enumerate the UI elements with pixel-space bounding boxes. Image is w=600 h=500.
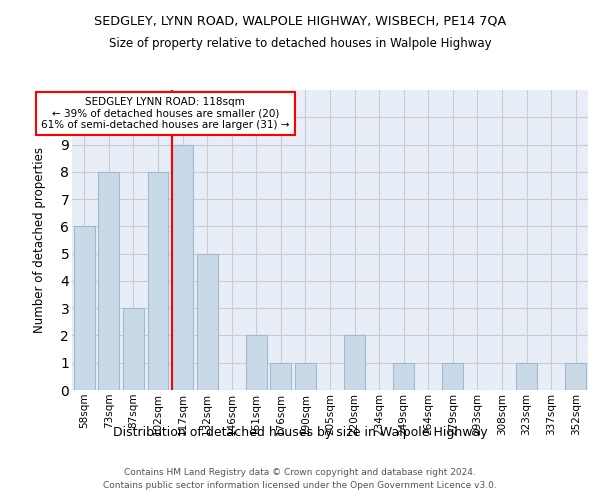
Bar bbox=[123, 308, 144, 390]
Bar bbox=[565, 362, 586, 390]
Y-axis label: Number of detached properties: Number of detached properties bbox=[33, 147, 46, 333]
Bar bbox=[197, 254, 218, 390]
Text: Distribution of detached houses by size in Walpole Highway: Distribution of detached houses by size … bbox=[113, 426, 487, 439]
Text: SEDGLEY, LYNN ROAD, WALPOLE HIGHWAY, WISBECH, PE14 7QA: SEDGLEY, LYNN ROAD, WALPOLE HIGHWAY, WIS… bbox=[94, 15, 506, 28]
Bar bbox=[98, 172, 119, 390]
Text: Size of property relative to detached houses in Walpole Highway: Size of property relative to detached ho… bbox=[109, 38, 491, 51]
Text: Contains public sector information licensed under the Open Government Licence v3: Contains public sector information licen… bbox=[103, 480, 497, 490]
Bar bbox=[344, 336, 365, 390]
Bar bbox=[148, 172, 169, 390]
Bar bbox=[271, 362, 292, 390]
Bar bbox=[516, 362, 537, 390]
Bar bbox=[74, 226, 95, 390]
Bar bbox=[295, 362, 316, 390]
Bar bbox=[246, 336, 267, 390]
Bar bbox=[393, 362, 414, 390]
Bar bbox=[442, 362, 463, 390]
Bar bbox=[172, 144, 193, 390]
Text: SEDGLEY LYNN ROAD: 118sqm
← 39% of detached houses are smaller (20)
61% of semi-: SEDGLEY LYNN ROAD: 118sqm ← 39% of detac… bbox=[41, 97, 290, 130]
Text: Contains HM Land Registry data © Crown copyright and database right 2024.: Contains HM Land Registry data © Crown c… bbox=[124, 468, 476, 477]
